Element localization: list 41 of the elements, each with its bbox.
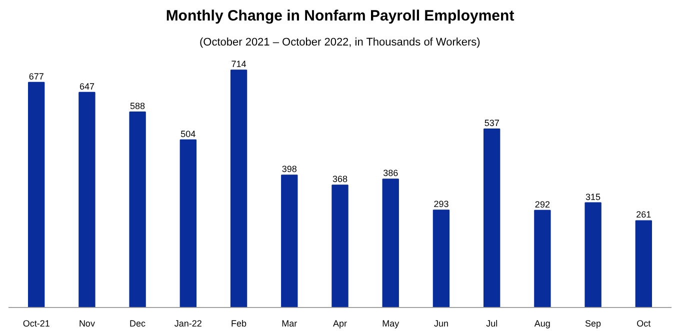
x-tick-label: Oct xyxy=(636,318,652,328)
bar xyxy=(382,178,399,308)
bar xyxy=(180,139,197,308)
data-label: 292 xyxy=(534,199,550,210)
chart-title: Monthly Change in Nonfarm Payroll Employment xyxy=(166,8,514,24)
bar xyxy=(432,210,450,308)
bar xyxy=(281,174,298,308)
data-label: 537 xyxy=(484,118,500,128)
data-label: 677 xyxy=(28,71,44,82)
bar xyxy=(129,112,146,308)
x-tick-label: Jul xyxy=(486,318,498,328)
bar xyxy=(230,70,248,308)
x-tick-label: Nov xyxy=(78,318,96,328)
x-tick-label: Mar xyxy=(282,318,298,328)
chart-subtitle: (October 2021 – October 2022, in Thousands of Workers) xyxy=(199,36,480,48)
x-tick-label: Oct-21 xyxy=(22,318,50,328)
data-label: 714 xyxy=(231,59,246,70)
data-label: 368 xyxy=(332,174,348,184)
data-label: 398 xyxy=(282,164,297,174)
bar xyxy=(534,210,551,308)
x-tick-label: Jan-22 xyxy=(174,318,202,328)
x-tick-label: Apr xyxy=(332,318,348,328)
x-tick-label: Aug xyxy=(534,318,550,328)
x-tick-label: Sep xyxy=(585,318,602,328)
data-label: 261 xyxy=(636,210,652,220)
bar xyxy=(332,184,348,308)
bar xyxy=(78,92,96,308)
bar xyxy=(28,82,45,308)
x-tick-label: Dec xyxy=(130,318,146,328)
data-label: 293 xyxy=(434,199,449,210)
data-label: 504 xyxy=(180,128,196,139)
bar xyxy=(635,220,652,308)
data-label: 386 xyxy=(383,168,398,178)
bar xyxy=(483,128,500,308)
data-label: 315 xyxy=(586,192,601,202)
x-tick-label: Jun xyxy=(434,318,448,328)
bar xyxy=(584,202,602,308)
x-tick-label: May xyxy=(382,318,400,328)
x-tick-label: Feb xyxy=(231,318,247,328)
data-label: 647 xyxy=(79,81,94,92)
data-label: 588 xyxy=(130,101,146,112)
